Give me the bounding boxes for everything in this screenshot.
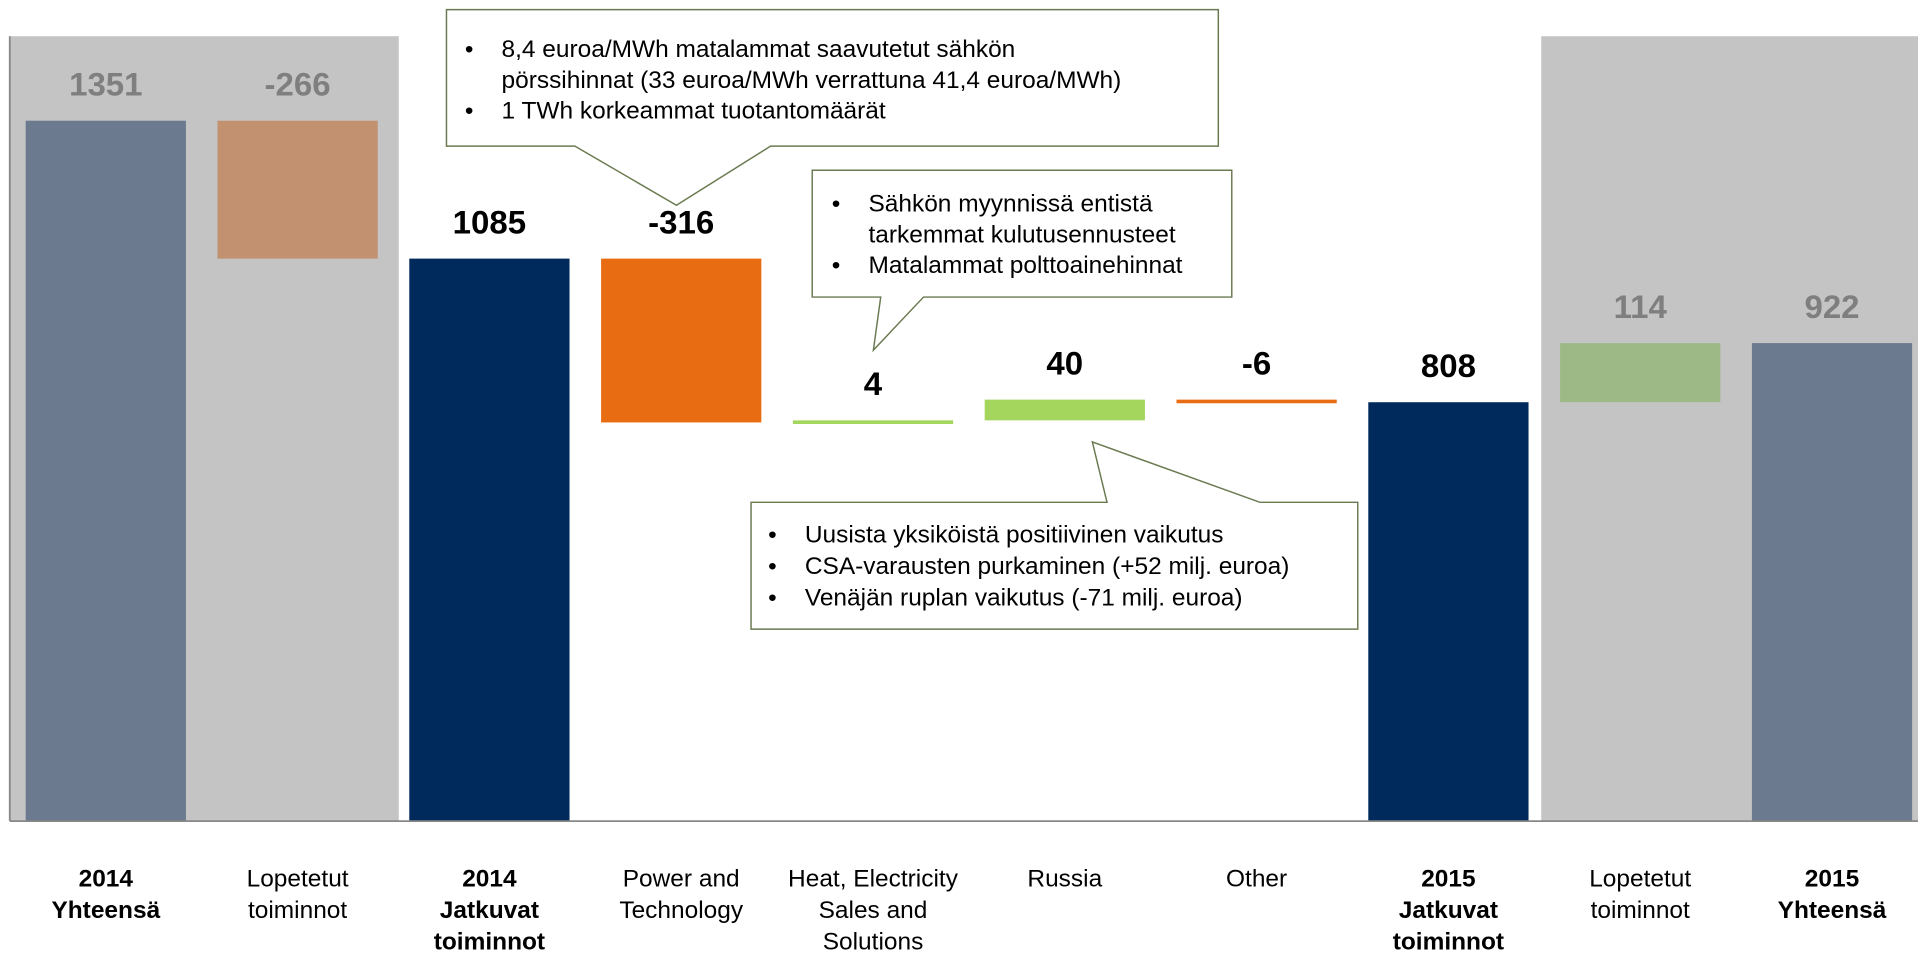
x-tick-label: Yhteensä <box>51 897 160 924</box>
x-tick-label: toiminnot <box>1591 897 1690 924</box>
x-tick-label: Jatkuvat <box>440 897 539 924</box>
value-label: 922 <box>1804 288 1859 325</box>
value-label: -266 <box>265 66 331 103</box>
callout-text: Uusista yksiköistä positiivinen vaikutus <box>805 522 1224 549</box>
callout-box <box>750 440 1359 630</box>
callout-text: 1 TWh korkeammat tuotantomäärät <box>502 98 886 125</box>
callout-box <box>811 169 1233 353</box>
value-label: 114 <box>1614 288 1668 325</box>
x-tick-label: 2014 <box>462 866 517 893</box>
bullet: • <box>768 584 777 611</box>
callout-text: Sähkön myynnissä entistä <box>868 191 1153 218</box>
value-label: -6 <box>1242 345 1271 382</box>
bar <box>217 120 378 259</box>
bar <box>25 120 186 822</box>
x-tick-label: Lopetetut <box>1589 866 1691 893</box>
bar <box>1560 343 1721 403</box>
bullet: • <box>465 36 474 63</box>
bar <box>409 258 570 822</box>
value-label: 1085 <box>453 204 526 241</box>
x-tick-label: 2015 <box>1805 866 1859 893</box>
x-tick-label: toiminnot <box>434 929 545 956</box>
bullet: • <box>465 98 474 125</box>
callout-text: tarkemmat kulutusennusteet <box>868 222 1175 249</box>
x-tick-label: Yhteensä <box>1778 897 1887 924</box>
x-tick-label: Power and <box>623 866 740 893</box>
value-label: 808 <box>1421 347 1476 384</box>
callout-text: Matalammat polttoainehinnat <box>868 252 1182 279</box>
bullet: • <box>832 191 841 218</box>
x-tick-label: Technology <box>619 897 744 924</box>
bars: 1351 2014 Yhteensä -266 Lopetetut toiminnot 10… <box>25 66 1913 956</box>
callout-text: Venäjän ruplan vaikutus (-71 milj. euroa… <box>805 584 1243 611</box>
value-label: 40 <box>1046 345 1083 382</box>
x-tick-label: Jatkuvat <box>1399 897 1498 924</box>
value-label: 4 <box>864 365 883 402</box>
x-tick-label: toiminnot <box>1393 929 1504 956</box>
x-tick-label: 2014 <box>79 866 134 893</box>
callout-box <box>445 8 1220 207</box>
x-tick-label: Heat, Electricity <box>788 866 959 893</box>
x-tick-label: Lopetetut <box>247 866 349 893</box>
bar <box>1751 343 1913 822</box>
bullet: • <box>832 252 841 279</box>
bar <box>1176 399 1337 404</box>
value-label: 1351 <box>69 66 142 103</box>
bar <box>601 258 762 423</box>
x-tick-label: Sales and <box>819 897 928 924</box>
bar <box>1368 402 1529 822</box>
callout-text: CSA-varausten purkaminen (+52 milj. euro… <box>805 553 1290 580</box>
value-label: -316 <box>648 204 714 241</box>
x-tick-label: Other <box>1226 866 1287 893</box>
bar <box>792 420 954 424</box>
callout-text: 8,4 euroa/MWh matalammat saavutetut sähk… <box>502 36 1016 63</box>
x-tick-label: Solutions <box>823 929 924 956</box>
bullet: • <box>768 553 777 580</box>
bar <box>984 399 1145 421</box>
x-tick-label: toiminnot <box>248 897 347 924</box>
callouts: • 8,4 euroa/MWh matalammat saavutetut säh… <box>465 36 1290 611</box>
callout-text: pörssihinnat (33 euroa/MWh verrattuna 41… <box>502 67 1122 94</box>
x-tick-label: Russia <box>1027 866 1102 893</box>
x-tick-label: 2015 <box>1421 866 1475 893</box>
bullet: • <box>768 522 777 549</box>
